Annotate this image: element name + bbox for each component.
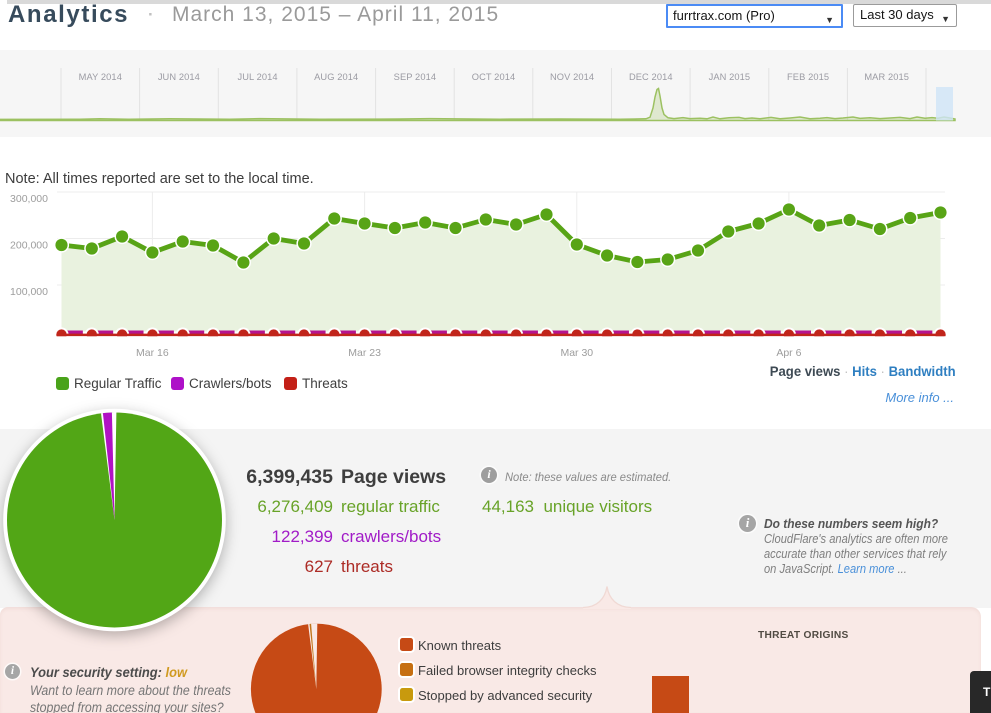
svg-text:NOV 2014: NOV 2014 xyxy=(550,72,594,82)
svg-text:100,000: 100,000 xyxy=(10,286,48,298)
svg-text:Apr 6: Apr 6 xyxy=(776,347,801,359)
svg-text:SEP 2014: SEP 2014 xyxy=(394,72,437,82)
svg-text:Mar 16: Mar 16 xyxy=(136,347,169,359)
svg-text:300,000: 300,000 xyxy=(10,193,48,205)
svg-text:AUG 2014: AUG 2014 xyxy=(314,72,358,82)
svg-text:FEB 2015: FEB 2015 xyxy=(787,72,829,82)
svg-text:MAY 2014: MAY 2014 xyxy=(79,72,122,82)
svg-text:DEC 2014: DEC 2014 xyxy=(629,72,673,82)
svg-text:Mar 30: Mar 30 xyxy=(560,347,593,359)
svg-text:JAN 2015: JAN 2015 xyxy=(709,72,751,82)
svg-text:Mar 23: Mar 23 xyxy=(348,347,381,359)
svg-text:200,000: 200,000 xyxy=(10,240,48,252)
svg-text:MAR 2015: MAR 2015 xyxy=(864,72,909,82)
svg-text:JUL 2014: JUL 2014 xyxy=(237,72,277,82)
svg-text:JUN 2014: JUN 2014 xyxy=(158,72,200,82)
svg-text:OCT 2014: OCT 2014 xyxy=(472,72,516,82)
